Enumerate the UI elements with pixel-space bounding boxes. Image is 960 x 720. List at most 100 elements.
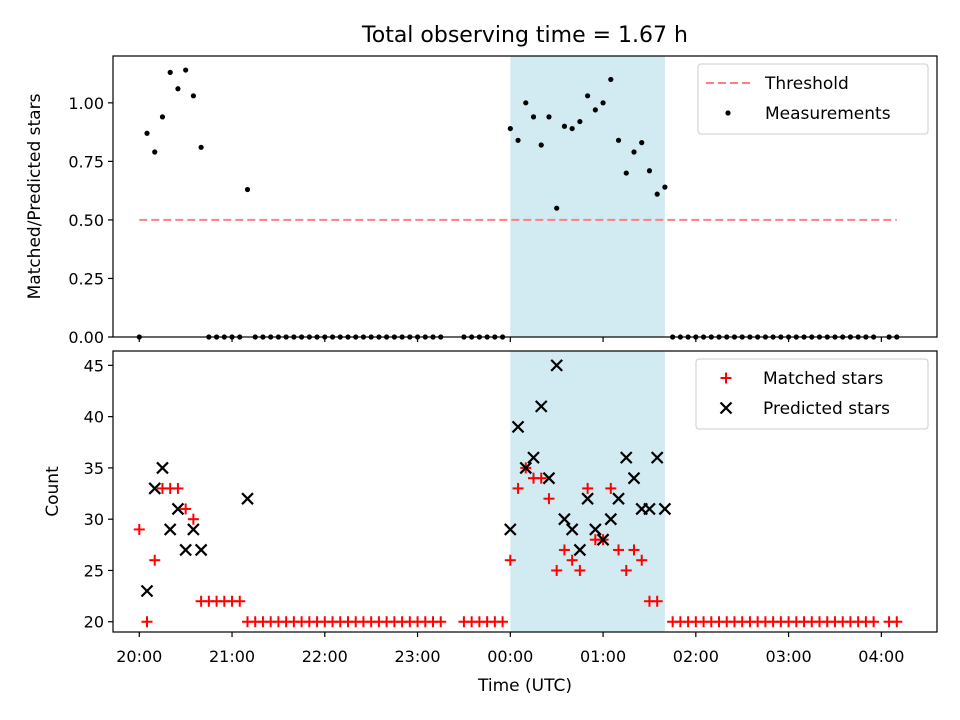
predicted-star-point	[643, 502, 656, 516]
predicted-star-point	[542, 471, 556, 485]
measurement-point	[183, 67, 189, 73]
predicted-star-point	[565, 523, 579, 536]
measurement-point	[175, 86, 181, 92]
top-y-tick-label: 0.00	[68, 328, 104, 347]
bottom-y-tick-label: 40	[84, 408, 104, 427]
matched-star-point	[543, 493, 555, 505]
x-tick-label: 00:00	[487, 647, 533, 666]
matched-star-point	[582, 482, 594, 494]
predicted-star-point	[140, 584, 154, 598]
measurement-point	[198, 144, 204, 150]
matched-star-point	[180, 503, 192, 515]
legend-label: Threshold	[764, 74, 849, 94]
top-y-tick-label: 1.00	[68, 94, 104, 113]
legend-measurement-swatch	[725, 110, 731, 116]
matched-star-point	[651, 595, 663, 607]
matched-star-point	[891, 616, 903, 628]
matched-star-point	[636, 554, 648, 566]
predicted-star-point	[558, 512, 571, 526]
top-y-axis-label: Matched/Predicted stars	[25, 93, 45, 299]
legend-label: Predicted stars	[763, 399, 890, 419]
measurement-point	[631, 149, 637, 155]
predicted-star-point	[148, 482, 162, 495]
x-tick-label: 20:00	[116, 647, 162, 666]
matched-star-point	[613, 544, 625, 556]
x-tick-label: 02:00	[673, 647, 719, 666]
predicted-star-point	[581, 492, 594, 505]
predicted-star-point	[550, 359, 563, 372]
matched-star-point	[234, 595, 246, 607]
top-legend: Threshold Measurements	[697, 63, 929, 135]
x-tick-label: 04:00	[858, 647, 904, 666]
matched-star-point	[187, 513, 199, 525]
legend-box	[695, 358, 929, 430]
matched-star-point	[504, 554, 516, 566]
bottom-y-tick-label: 45	[84, 356, 104, 375]
measurement-point	[159, 114, 166, 120]
bottom-y-tick-label: 30	[84, 510, 104, 529]
predicted-star-point	[573, 543, 587, 557]
measurement-point	[507, 125, 513, 132]
matched-star-point	[574, 564, 586, 576]
measurement-point	[523, 100, 529, 106]
predicted-star-point	[156, 461, 169, 475]
matched-star-point	[435, 616, 447, 628]
predicted-star-point	[627, 471, 641, 485]
legend-label: Matched stars	[763, 369, 883, 389]
predicted-star-point	[511, 420, 525, 434]
matched-star-point	[141, 616, 153, 628]
bottom-y-tick-label: 25	[84, 561, 104, 580]
x-tick-label: 22:00	[302, 647, 348, 666]
top-y-tick-label: 0.25	[68, 269, 104, 288]
bottom-y-axis-label: Count	[43, 466, 63, 517]
predicted-star-point	[241, 492, 254, 505]
top-axes-frame	[112, 55, 938, 338]
predicted-star-point	[596, 533, 610, 546]
measurement-point	[190, 93, 196, 99]
matched-star-point	[566, 554, 578, 566]
predicted-star-point	[194, 543, 208, 557]
measurement-point	[654, 191, 660, 197]
x-tick-label: 21:00	[209, 647, 255, 666]
top-y-tick-label: 0.75	[68, 152, 104, 171]
matched-star-point	[605, 482, 617, 494]
bottom-axes-frame	[112, 350, 938, 633]
matched-star-point	[868, 616, 880, 628]
predicted-star-point	[163, 523, 177, 536]
bottom-y-tick-label: 20	[84, 613, 104, 632]
top-highlight-span	[510, 56, 665, 337]
bottom-panel: 20 25 30 35 40 45 20:00 21:00 22:00 23:00 00:00 01…	[43, 350, 938, 696]
matched-star-point	[497, 616, 509, 628]
measurement-point	[577, 118, 583, 125]
matched-star-point	[133, 523, 145, 535]
x-axis-label: Time (UTC)	[477, 676, 572, 696]
measurement-point	[646, 168, 653, 174]
matched-star-point	[149, 554, 161, 566]
measurement-point	[662, 184, 668, 190]
bottom-legend: Matched stars Predicted stars	[695, 358, 929, 430]
figure-title: Total observing time = 1.67 h	[361, 23, 688, 48]
measurement-point	[152, 149, 158, 155]
measurement-point	[538, 142, 544, 148]
x-tick-label: 01:00	[580, 647, 626, 666]
predicted-star-point	[179, 543, 192, 557]
predicted-star-point	[534, 400, 548, 413]
measurement-point	[615, 137, 622, 143]
measurement-point	[530, 114, 537, 120]
matched-star-point	[535, 472, 547, 484]
predicted-star-point	[650, 451, 664, 464]
matched-star-point	[558, 544, 570, 556]
legend-label: Measurements	[765, 104, 891, 124]
x-tick-label: 03:00	[766, 647, 812, 666]
measurement-point	[585, 93, 591, 99]
predicted-star-point	[187, 523, 200, 536]
measurement-point	[244, 186, 251, 193]
predicted-star-point	[589, 523, 602, 536]
matched-star-point	[551, 564, 563, 576]
measurement-point	[592, 107, 598, 113]
top-panel: 0.00 0.25 0.50 0.75 1.00 Matched/Predicted s…	[25, 55, 938, 347]
measurement-point	[608, 76, 614, 83]
predicted-star-point	[504, 523, 517, 536]
measurement-point	[623, 170, 629, 176]
predicted-star-point	[171, 502, 185, 516]
